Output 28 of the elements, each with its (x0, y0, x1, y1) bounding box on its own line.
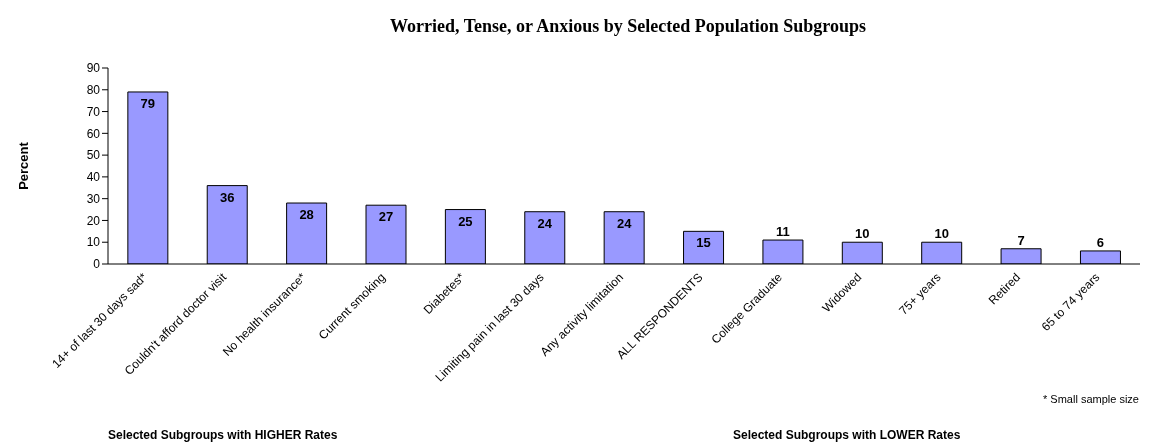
data-label: 79 (140, 95, 156, 111)
y-axis-title: Percent (15, 141, 31, 190)
y-tick-label: 10 (86, 235, 101, 250)
data-label: 6 (1096, 234, 1105, 250)
text: * Small sample size (1043, 393, 1139, 405)
data-label: 27 (378, 209, 394, 225)
data-label: 15 (696, 235, 711, 251)
y-tick-label: 50 (86, 148, 101, 163)
data-label: 28 (299, 207, 314, 223)
y-tick-label: 30 (86, 191, 101, 206)
data-label: 10 (855, 226, 870, 242)
data-label: 36 (220, 189, 235, 205)
chart-title: Worried, Tense, or Anxious by Selected Population Subgroups (389, 16, 867, 37)
y-tick-label: 0 (93, 257, 101, 272)
data-label: 24 (537, 215, 553, 231)
data-label: 11 (776, 224, 790, 240)
text: Selected Subgroups with HIGHER Rates (108, 428, 338, 442)
y-tick-label: 80 (86, 83, 101, 98)
data-label: 7 (1017, 232, 1025, 248)
y-tick-label: 70 (86, 104, 101, 119)
y-tick-label: 60 (86, 126, 101, 141)
data-label: 25 (458, 213, 473, 229)
text: Selected Subgroups with LOWER Rates (733, 428, 961, 442)
data-label: 24 (616, 215, 633, 231)
y-tick-label: 90 (86, 61, 101, 76)
data-label: 10 (934, 226, 949, 242)
y-tick-label: 20 (86, 213, 101, 228)
y-tick-label: 40 (86, 170, 101, 185)
